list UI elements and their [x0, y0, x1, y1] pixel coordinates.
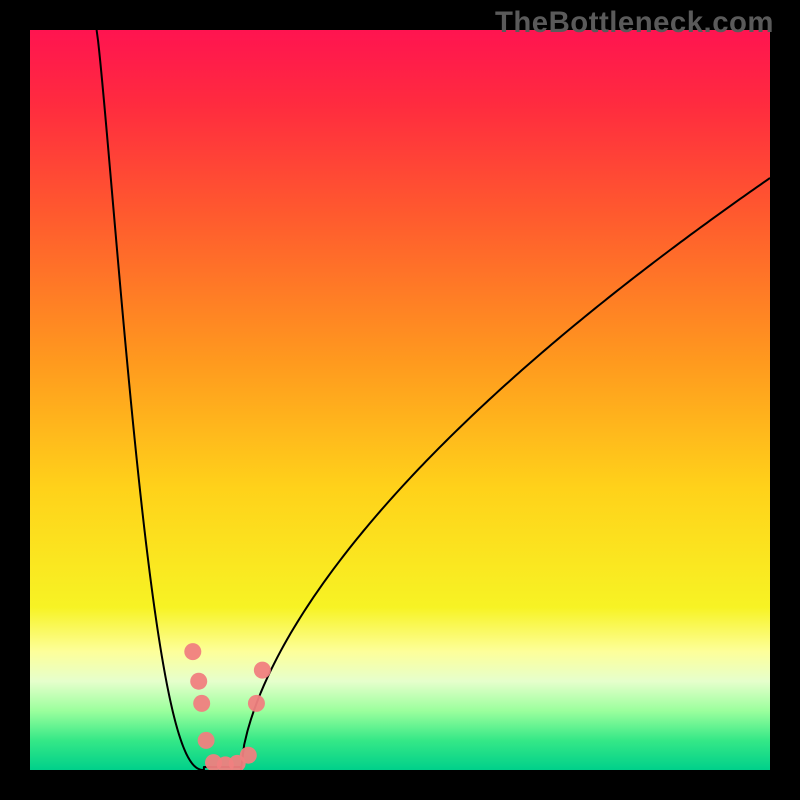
- data-marker: [240, 747, 257, 764]
- data-marker: [248, 695, 265, 712]
- watermark-text: TheBottleneck.com: [495, 6, 774, 40]
- data-marker: [190, 673, 207, 690]
- bottleneck-chart: [0, 0, 800, 800]
- data-marker: [184, 643, 201, 660]
- data-marker: [198, 732, 215, 749]
- data-marker: [254, 662, 271, 679]
- data-marker: [193, 695, 210, 712]
- gradient-background: [30, 30, 770, 770]
